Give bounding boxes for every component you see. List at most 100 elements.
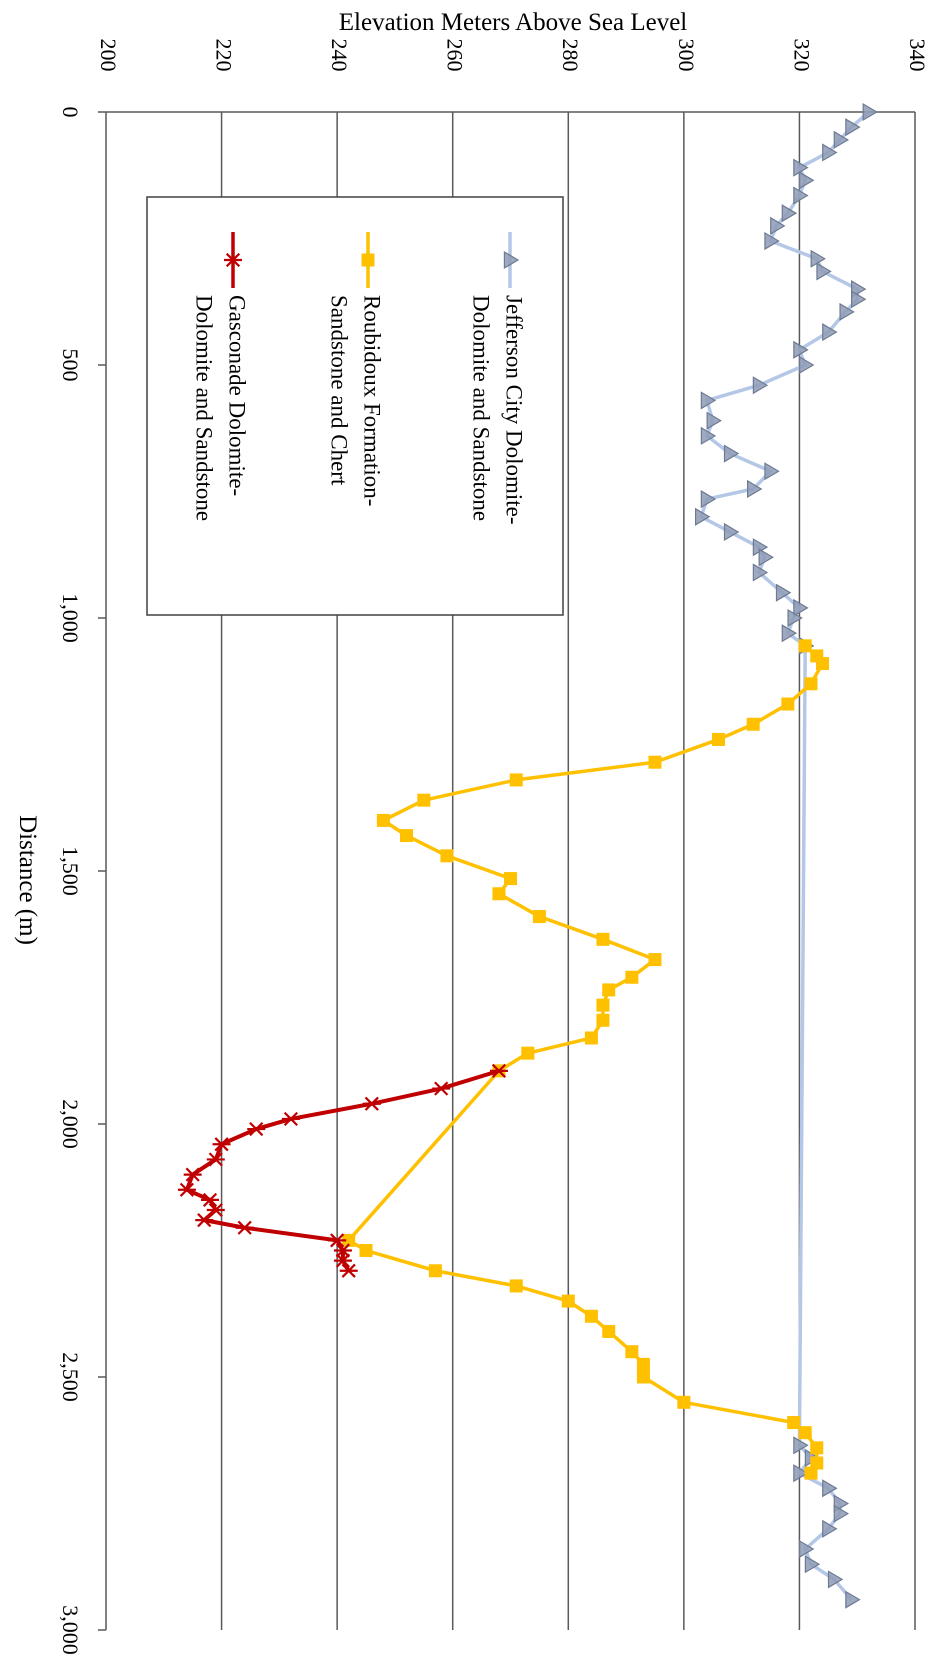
distance-tick-label: 2,000 xyxy=(58,1099,83,1149)
data-point xyxy=(636,1357,650,1371)
data-point xyxy=(584,1309,598,1323)
data-point xyxy=(700,490,717,509)
data-point xyxy=(804,677,818,691)
data-point xyxy=(432,1081,451,1096)
data-point xyxy=(206,1202,225,1218)
legend-entry-label: Dolomite and Sandstone xyxy=(469,295,494,521)
data-point xyxy=(376,813,390,827)
data-point xyxy=(822,143,838,162)
data-point xyxy=(810,249,826,268)
data-point xyxy=(845,118,861,137)
elevation-tick-label: 260 xyxy=(443,39,468,72)
data-point xyxy=(781,697,795,711)
data-point xyxy=(752,563,769,582)
data-point xyxy=(799,355,815,375)
data-point xyxy=(793,1436,809,1455)
data-point xyxy=(793,1464,809,1483)
data-point xyxy=(793,340,809,359)
data-point xyxy=(492,887,506,901)
data-point xyxy=(845,1590,861,1609)
distance-tick-label: 1,500 xyxy=(58,846,83,896)
data-point xyxy=(201,1192,220,1207)
data-point xyxy=(700,391,717,410)
data-point xyxy=(822,1519,838,1538)
data-point xyxy=(677,1395,691,1409)
data-point xyxy=(822,323,838,342)
data-point xyxy=(781,624,798,643)
legend-entry-label: Gasconade Dolomite- xyxy=(225,295,250,496)
data-point xyxy=(596,998,610,1012)
data-point xyxy=(723,522,740,542)
data-point xyxy=(839,302,855,321)
data-point xyxy=(212,1137,231,1152)
legend-swatch-marker xyxy=(224,252,242,268)
legend-entry-label: Dolomite and Sandstone xyxy=(192,295,217,521)
data-point xyxy=(333,1243,352,1258)
series-line xyxy=(346,644,825,1475)
series-line xyxy=(699,110,870,1601)
data-point xyxy=(799,1539,815,1559)
data-point xyxy=(440,849,454,863)
data-point xyxy=(712,732,726,746)
elevation-tick-label: 220 xyxy=(212,39,237,72)
data-point xyxy=(247,1121,266,1137)
legend: Jefferson City Dolomite- Dolomite and San… xyxy=(146,196,564,616)
elevation-tick-label: 280 xyxy=(558,39,583,72)
data-point xyxy=(827,1570,844,1589)
legend-entry-label: Sandstone and Chert xyxy=(327,295,352,486)
elevation-tick-label: 200 xyxy=(96,39,121,72)
distance-tick-label: 500 xyxy=(58,349,83,382)
distance-tick-label: 3,000 xyxy=(58,1605,83,1655)
data-point xyxy=(602,1324,616,1338)
data-point xyxy=(561,1294,575,1308)
data-point xyxy=(362,1096,381,1111)
data-point xyxy=(235,1220,254,1235)
data-point xyxy=(793,186,809,205)
data-point xyxy=(359,1244,373,1257)
data-point xyxy=(206,1152,225,1167)
data-point xyxy=(764,462,780,481)
elevation-tick-label: 340 xyxy=(905,39,930,72)
data-point xyxy=(596,932,610,946)
data-point xyxy=(625,1345,639,1359)
data-point xyxy=(489,1063,508,1078)
data-point xyxy=(775,583,792,602)
data-point xyxy=(339,1263,358,1278)
data-series xyxy=(177,102,878,1609)
data-point xyxy=(342,1233,356,1247)
data-point xyxy=(428,1264,442,1278)
data-point xyxy=(625,970,639,984)
data-point xyxy=(521,1046,535,1060)
elevation-tick-label: 300 xyxy=(674,39,699,72)
data-point xyxy=(648,755,662,769)
legend-swatch-marker xyxy=(361,253,375,267)
legend-entry-label: Roubidoux Formation- xyxy=(360,295,385,506)
distance-tick-label: 2,500 xyxy=(58,1352,83,1402)
data-point xyxy=(816,262,832,281)
data-point xyxy=(183,1167,202,1182)
data-point xyxy=(781,204,798,223)
legend-entry-label: Jefferson City Dolomite- xyxy=(502,295,527,525)
distance-axis-title: Distance (m) xyxy=(14,815,41,945)
data-point xyxy=(636,1370,650,1384)
data-point xyxy=(752,376,769,395)
data-point xyxy=(804,1555,821,1574)
elevation-tick-label: 240 xyxy=(327,39,352,72)
data-point xyxy=(509,773,523,787)
data-point xyxy=(764,231,780,251)
data-point xyxy=(746,717,760,731)
data-point xyxy=(417,793,431,807)
data-point xyxy=(328,1233,347,1248)
data-point xyxy=(532,910,546,924)
data-point xyxy=(504,872,517,886)
data-point xyxy=(787,1416,801,1430)
elevation-axis-title: Elevation Meters Above Sea Level xyxy=(339,9,688,36)
legend-swatch-marker xyxy=(503,250,520,270)
data-point xyxy=(822,1479,838,1498)
elevation-tick-label: 320 xyxy=(789,39,814,72)
data-point xyxy=(195,1213,214,1228)
legend-box xyxy=(146,196,564,616)
distance-tick-label: 0 xyxy=(58,107,83,118)
data-point xyxy=(399,829,413,843)
